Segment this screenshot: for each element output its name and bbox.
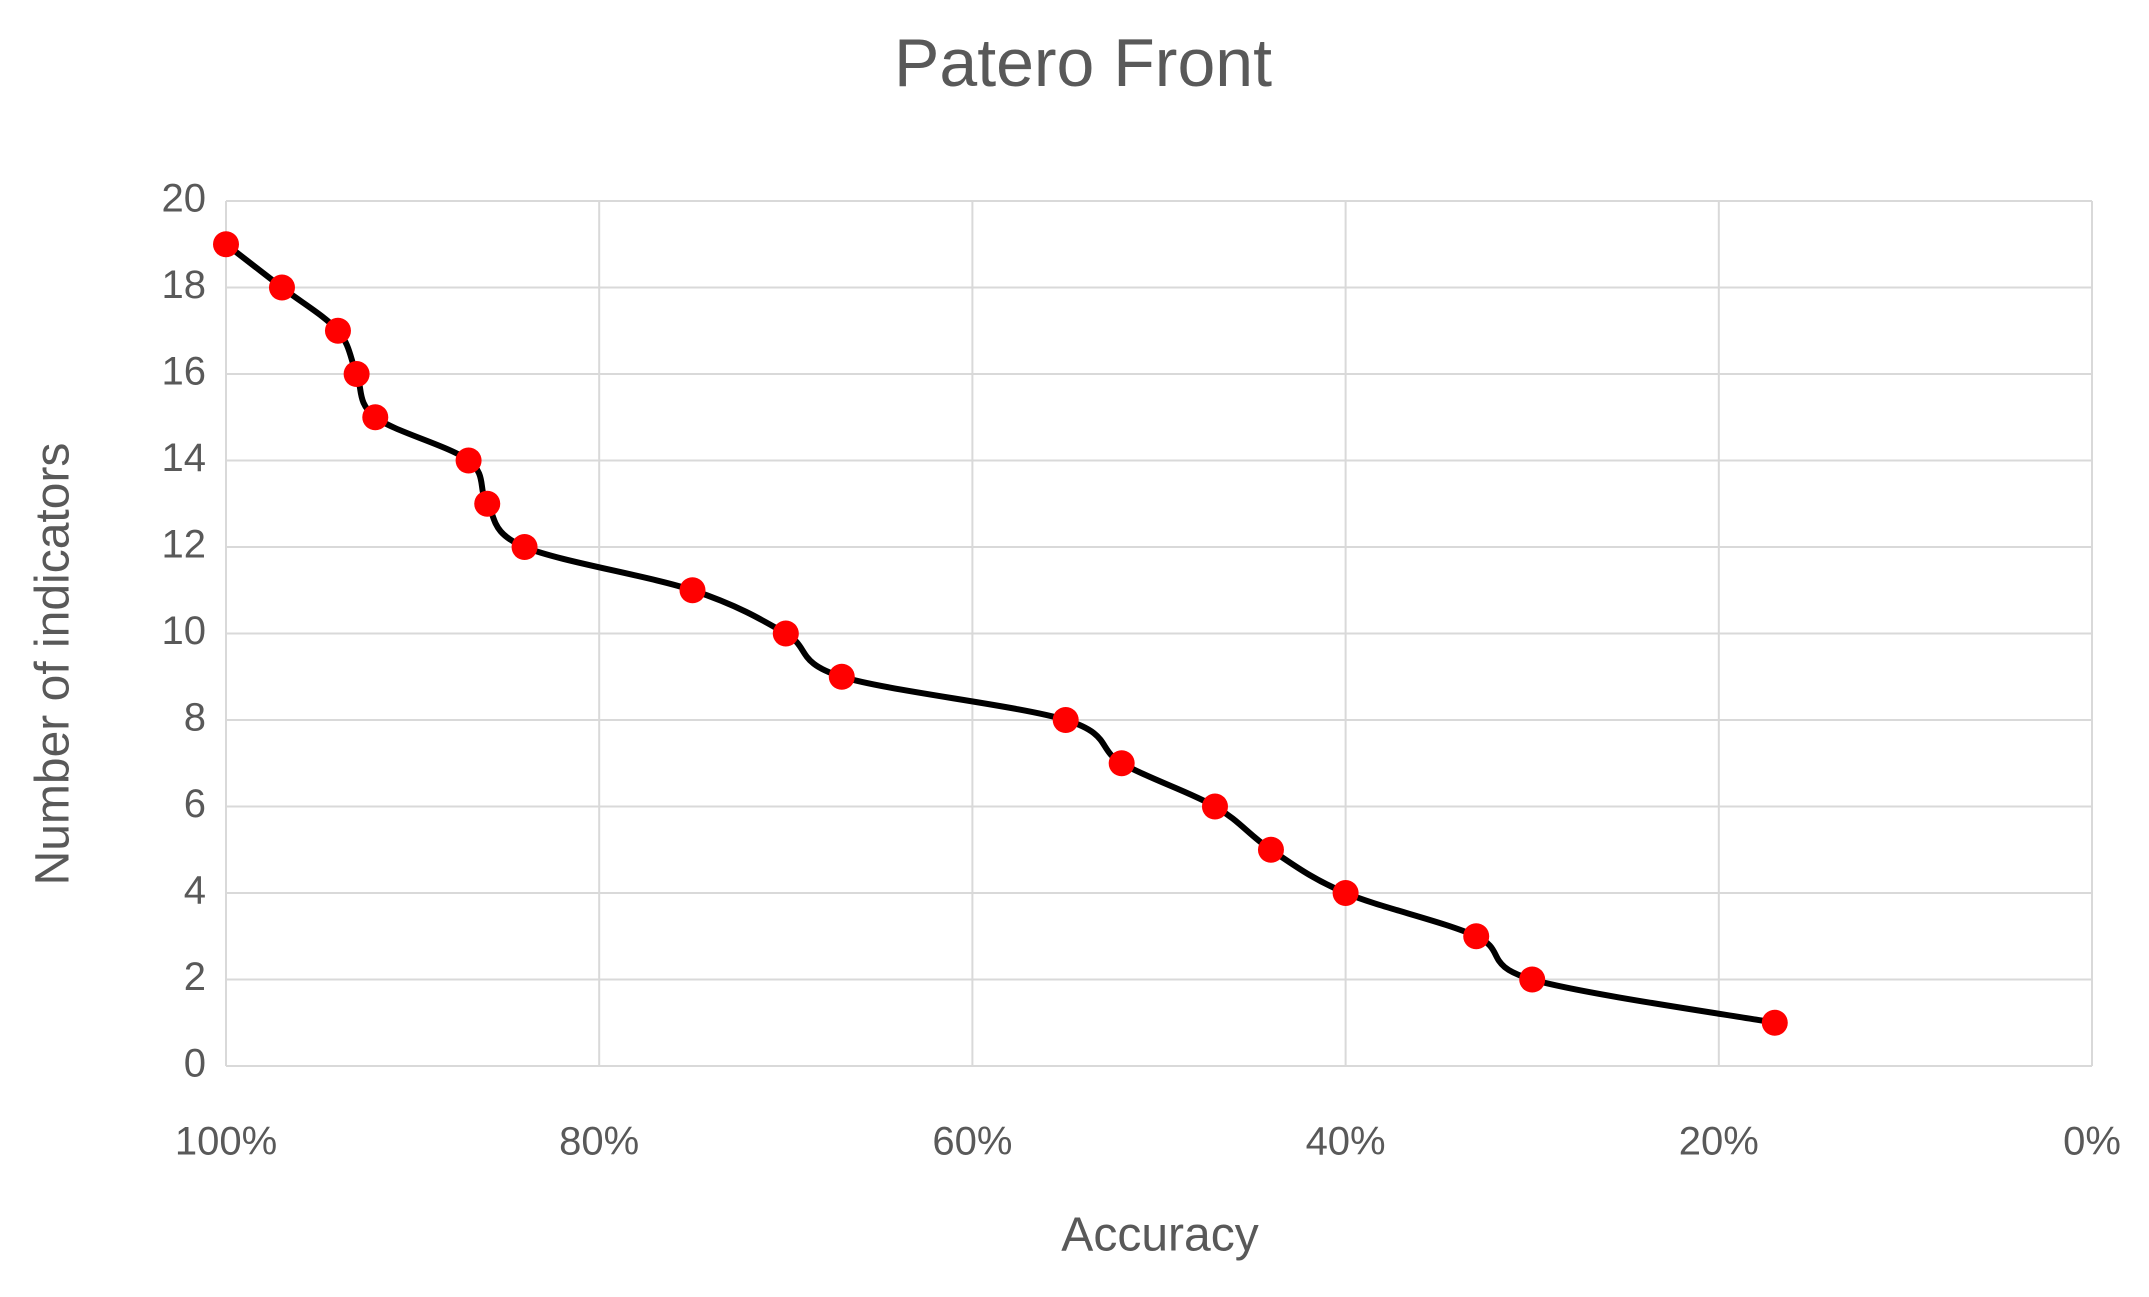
point bbox=[1052, 707, 1079, 733]
x-tick-label: 80% bbox=[559, 1120, 639, 1164]
x-tick-label: 40% bbox=[1306, 1120, 1386, 1164]
point bbox=[1201, 793, 1228, 820]
point bbox=[1332, 880, 1359, 906]
point bbox=[213, 231, 239, 258]
point bbox=[343, 361, 370, 387]
y-tick-label: 20 bbox=[162, 177, 207, 221]
series-line bbox=[224, 241, 1776, 1026]
y-tick-label: 14 bbox=[162, 436, 207, 480]
point bbox=[268, 274, 295, 301]
point bbox=[455, 447, 482, 474]
point bbox=[1519, 966, 1546, 993]
y-axis-title: Number of indicators bbox=[27, 443, 80, 886]
x-tick-label: 60% bbox=[932, 1120, 1012, 1164]
chart-title: Patero Front bbox=[894, 25, 1272, 101]
y-tick-label: 8 bbox=[184, 696, 206, 740]
y-tick-label: 12 bbox=[162, 523, 207, 567]
y-tick-label: 0 bbox=[184, 1042, 206, 1086]
point bbox=[362, 404, 389, 431]
y-tick-label: 2 bbox=[184, 955, 206, 999]
x-tick-label: 100% bbox=[175, 1120, 277, 1164]
y-tick-label: 6 bbox=[184, 782, 206, 826]
y-tick-label: 16 bbox=[162, 350, 207, 394]
point bbox=[828, 663, 855, 690]
point bbox=[1761, 1009, 1788, 1036]
point bbox=[324, 317, 351, 344]
point bbox=[1463, 923, 1490, 950]
x-axis-title: Accuracy bbox=[1061, 1209, 1258, 1262]
y-tick-label: 18 bbox=[162, 263, 207, 307]
y-tick-label: 10 bbox=[162, 609, 207, 653]
point bbox=[474, 490, 501, 517]
point bbox=[511, 534, 538, 560]
point bbox=[1257, 836, 1284, 863]
x-tick-label: 20% bbox=[1679, 1120, 1759, 1164]
point bbox=[679, 577, 706, 604]
point bbox=[772, 620, 799, 647]
point bbox=[1108, 750, 1135, 777]
y-tick-label: 4 bbox=[184, 869, 206, 913]
x-tick-label: 0% bbox=[2063, 1120, 2121, 1164]
